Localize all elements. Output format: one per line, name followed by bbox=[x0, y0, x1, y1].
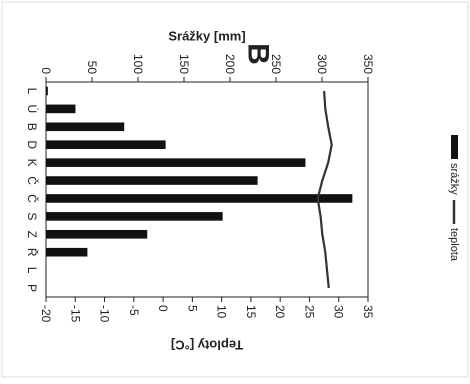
category-label: K bbox=[25, 159, 39, 167]
right-axis-tick-label: 30 bbox=[332, 305, 346, 319]
right-axis-tick-label: 20 bbox=[273, 305, 287, 319]
category-axis: L Ú B D K ČČ S Z Ř L P bbox=[25, 88, 40, 292]
right-axis-tick-label: 10 bbox=[215, 305, 229, 319]
left-axis-tick-label: 350 bbox=[361, 54, 375, 74]
left-axis-tick-label: 0 bbox=[39, 67, 53, 74]
category-label: Č bbox=[25, 176, 40, 185]
right-axis: -20 -15 -10 -5 0 5 10 15 20 25 30 35 Teploty [°C] bbox=[39, 297, 375, 353]
plot-area bbox=[45, 81, 369, 298]
category-label: P bbox=[25, 284, 39, 292]
bar-srazky bbox=[45, 86, 48, 96]
line-teplota bbox=[316, 90, 333, 289]
panel-label: B bbox=[242, 43, 275, 65]
figure-border bbox=[1, 1, 469, 378]
right-axis-tick-label: 35 bbox=[361, 305, 375, 319]
bar-srazky bbox=[45, 247, 88, 257]
legend-label-srazky: srážky bbox=[448, 163, 460, 195]
bar-srazky bbox=[46, 104, 76, 114]
category-label: L bbox=[25, 267, 39, 274]
legend: srážky teplota bbox=[448, 135, 460, 262]
category-label: L bbox=[25, 88, 39, 95]
right-axis-tick-label: 0 bbox=[156, 305, 170, 312]
left-axis: 0 50 100 150 200 250 300 350 Srážky [mm] bbox=[39, 29, 375, 82]
right-axis-title: Teploty [°C] bbox=[171, 338, 243, 353]
right-axis-tick-label: 5 bbox=[185, 305, 199, 312]
bar-srazky bbox=[46, 194, 353, 203]
legend-swatch-srazky bbox=[451, 135, 458, 159]
right-axis-tick-label: 25 bbox=[302, 305, 316, 319]
bar-srazky bbox=[46, 229, 148, 239]
left-axis-tick-label: 250 bbox=[269, 54, 283, 74]
right-axis-tick-label: 15 bbox=[244, 305, 258, 319]
right-axis-tick-label: -20 bbox=[39, 305, 53, 323]
left-axis-tick-label: 150 bbox=[177, 54, 191, 74]
category-label: D bbox=[25, 140, 39, 149]
bar-srazky bbox=[46, 140, 166, 150]
right-axis-tick-label: -10 bbox=[98, 305, 112, 323]
left-axis-title: Srážky [mm] bbox=[168, 29, 245, 44]
category-label: Z bbox=[25, 231, 39, 238]
left-axis-tick-label: 300 bbox=[315, 54, 329, 74]
left-axis-tick-label: 100 bbox=[131, 54, 145, 74]
category-label: Ř bbox=[25, 248, 40, 257]
right-axis-tick-label: -15 bbox=[68, 305, 82, 323]
bar-srazky bbox=[46, 158, 306, 167]
bar-srazky bbox=[46, 212, 223, 221]
left-axis-tick-label: 50 bbox=[85, 61, 99, 75]
plot-frame bbox=[45, 81, 369, 298]
right-axis-tick-label: -5 bbox=[127, 305, 141, 316]
category-label: B bbox=[25, 123, 39, 131]
left-axis-tick-label: 200 bbox=[223, 54, 237, 74]
category-label: Č bbox=[25, 194, 40, 203]
bar-srazky bbox=[46, 122, 125, 132]
category-label: S bbox=[25, 212, 39, 220]
bar-srazky bbox=[46, 176, 258, 185]
legend-label-teplota: teplota bbox=[448, 228, 460, 262]
category-label: Ú bbox=[25, 105, 40, 114]
